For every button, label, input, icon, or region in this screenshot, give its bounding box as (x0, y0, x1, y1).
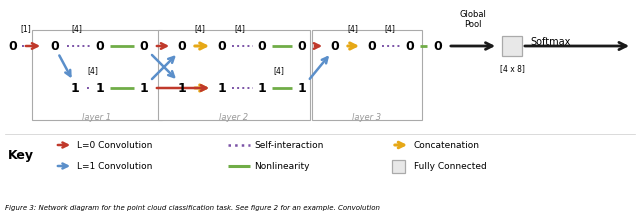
Text: Softmax: Softmax (530, 37, 570, 47)
Bar (502, 36, 522, 56)
Text: [1]: [1] (20, 24, 31, 33)
Text: 0: 0 (218, 39, 227, 53)
Text: 1: 1 (178, 82, 186, 94)
Text: [4]: [4] (235, 24, 245, 33)
Text: 0: 0 (95, 39, 104, 53)
Text: Key: Key (8, 149, 34, 162)
Text: 0: 0 (140, 39, 148, 53)
Text: 0: 0 (178, 39, 186, 53)
Text: Global
Pool: Global Pool (460, 10, 486, 29)
Text: 0: 0 (434, 39, 442, 53)
Bar (312, 30, 422, 120)
Text: [4]: [4] (88, 66, 99, 75)
Text: layer 2: layer 2 (220, 113, 248, 122)
Bar (158, 30, 310, 120)
Text: 1: 1 (70, 82, 79, 94)
Text: Figure 3: Network diagram for the point cloud classification task. See figure 2 : Figure 3: Network diagram for the point … (5, 205, 380, 211)
Text: L=0 Convolution: L=0 Convolution (77, 140, 152, 150)
Text: Self-interaction: Self-interaction (254, 140, 323, 150)
Text: 0: 0 (331, 39, 339, 53)
Text: [4]: [4] (72, 24, 83, 33)
Text: Concatenation: Concatenation (414, 140, 480, 150)
Text: 1: 1 (218, 82, 227, 94)
Text: [4 x 8]: [4 x 8] (500, 64, 524, 73)
Text: 0: 0 (406, 39, 414, 53)
Text: Nonlinearity: Nonlinearity (254, 162, 310, 170)
Text: 0: 0 (51, 39, 60, 53)
Bar (32, 30, 162, 120)
Text: [4]: [4] (273, 66, 284, 75)
Text: 1: 1 (95, 82, 104, 94)
Text: 1: 1 (298, 82, 307, 94)
Text: [4]: [4] (348, 24, 358, 33)
Text: Fully Connected: Fully Connected (414, 162, 487, 170)
Text: L=1 Convolution: L=1 Convolution (77, 162, 152, 170)
Text: 1: 1 (258, 82, 266, 94)
Text: layer 1: layer 1 (83, 113, 111, 122)
Text: [4]: [4] (385, 24, 396, 33)
Bar (392, 160, 405, 172)
Text: 0: 0 (8, 39, 17, 53)
Text: 0: 0 (258, 39, 266, 53)
Text: 0: 0 (298, 39, 307, 53)
Text: 0: 0 (367, 39, 376, 53)
Text: layer 3: layer 3 (353, 113, 381, 122)
Text: 1: 1 (140, 82, 148, 94)
Text: [4]: [4] (195, 24, 205, 33)
